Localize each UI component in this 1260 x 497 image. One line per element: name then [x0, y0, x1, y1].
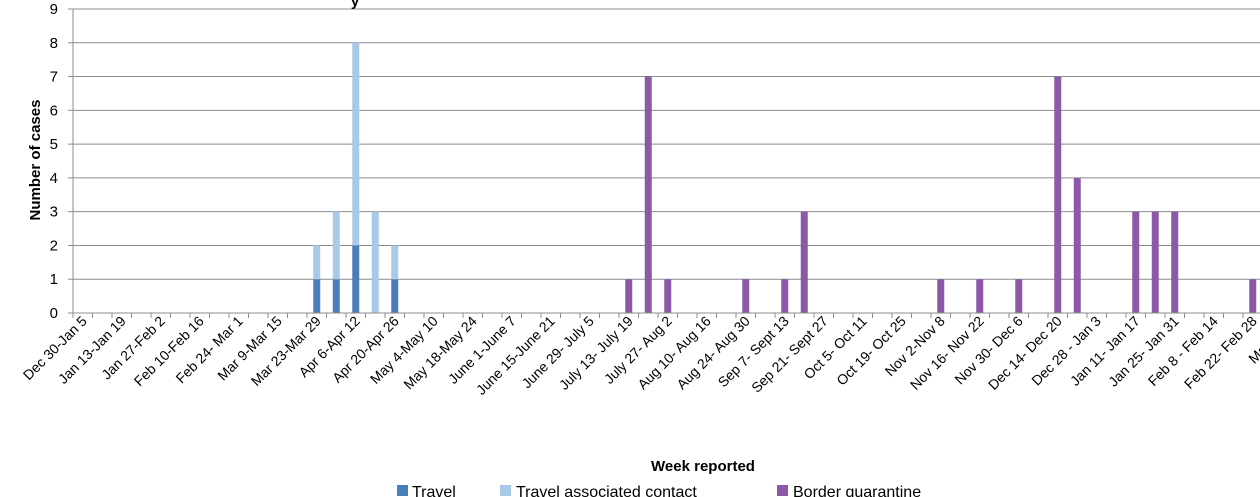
bar-travel-associated-contact-16: [391, 245, 399, 280]
x-tick-label-15: July 27- Aug 2: [601, 313, 675, 387]
chart-title: y: [351, 0, 360, 10]
bar-border-quarantine-28: [625, 279, 633, 313]
x-tick-label-9: May 4-May 10: [367, 313, 441, 387]
y-tick-label-8: 8: [50, 35, 58, 52]
bar-border-quarantine-30: [664, 279, 672, 313]
bar-border-quarantine-36: [781, 279, 789, 313]
y-tick-labels: 0 1 2 3 4 5 6 7 8 9: [50, 1, 58, 322]
y-tick-label-3: 3: [50, 204, 58, 221]
bar-border-quarantine-55: [1151, 211, 1159, 313]
y-tick-label-0: 0: [50, 305, 58, 322]
bar-travel-12: [313, 279, 321, 313]
bar-border-quarantine-60: [1249, 279, 1257, 313]
y-tick-label-7: 7: [50, 69, 58, 86]
legend-swatch-travel: [397, 485, 408, 496]
x-axis-title: Week reported: [651, 458, 755, 475]
y-tick-label-2: 2: [50, 237, 58, 254]
legend-label-travel-associated-contact: Travel associated contact: [516, 484, 697, 497]
x-tick-label-11: June 1-June 7: [445, 313, 519, 387]
gridlines: [73, 8, 1260, 280]
bar-travel-16: [391, 279, 399, 313]
legend-item-travel-associated-contact: Travel associated contact: [500, 484, 697, 497]
y-tick-label-1: 1: [50, 271, 58, 288]
bar-travel-associated-contact-12: [313, 245, 321, 280]
bar-border-quarantine-34: [742, 279, 750, 313]
bar-border-quarantine-54: [1132, 211, 1140, 313]
bar-border-quarantine-56: [1171, 211, 1179, 313]
legend-label-travel: Travel: [412, 484, 456, 497]
bar-border-quarantine-50: [1054, 76, 1062, 313]
x-tick-label-24: Nov 30- Dec 6: [951, 313, 1026, 388]
bar-travel-associated-contact-13: [332, 211, 340, 280]
legend-swatch-travel-associated-contact: [500, 485, 511, 496]
bar-border-quarantine-51: [1073, 177, 1081, 313]
bar-border-quarantine-29: [644, 76, 652, 313]
bar-travel-associated-contact-14: [352, 42, 360, 246]
bar-border-quarantine-48: [1015, 279, 1023, 313]
legend-item-border-quarantine: Border quarantine: [777, 484, 921, 497]
x-tick-label-1: Jan 13-Jan 19: [55, 313, 129, 387]
y-tick-label-4: 4: [50, 170, 58, 187]
bar-travel-14: [352, 245, 360, 313]
legend-label-border-quarantine: Border quarantine: [793, 484, 921, 497]
bars: [313, 42, 1257, 313]
bar-border-quarantine-46: [976, 279, 984, 313]
axes: [68, 8, 1260, 318]
y-tick-label-6: 6: [50, 102, 58, 119]
legend-swatch-border-quarantine: [777, 485, 788, 496]
bar-travel-13: [332, 279, 340, 313]
legend-item-travel: Travel: [397, 484, 456, 497]
bar-border-quarantine-37: [800, 211, 808, 313]
bar-travel-associated-contact-15: [371, 211, 379, 313]
y-tick-label-9: 9: [50, 1, 58, 18]
y-tick-label-5: 5: [50, 136, 58, 153]
y-axis-title: Number of cases: [27, 100, 44, 221]
bar-border-quarantine-44: [937, 279, 945, 313]
legend: Travel Travel associated contact Border …: [397, 484, 921, 497]
